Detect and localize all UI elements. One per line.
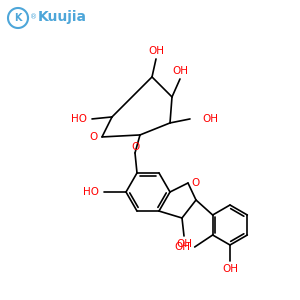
Text: O: O [191,178,199,188]
Text: Kuujia: Kuujia [38,10,87,24]
Text: HO: HO [71,114,87,124]
Text: OH: OH [172,66,188,76]
Text: OH: OH [148,46,164,56]
Text: OH: OH [175,242,191,252]
Text: OH: OH [176,239,192,249]
Text: OH: OH [222,264,238,274]
Text: ®: ® [30,14,37,20]
Text: O: O [131,142,139,152]
Text: O: O [90,132,98,142]
Text: OH: OH [202,114,218,124]
Text: K: K [14,13,22,23]
Text: HO: HO [83,187,99,197]
